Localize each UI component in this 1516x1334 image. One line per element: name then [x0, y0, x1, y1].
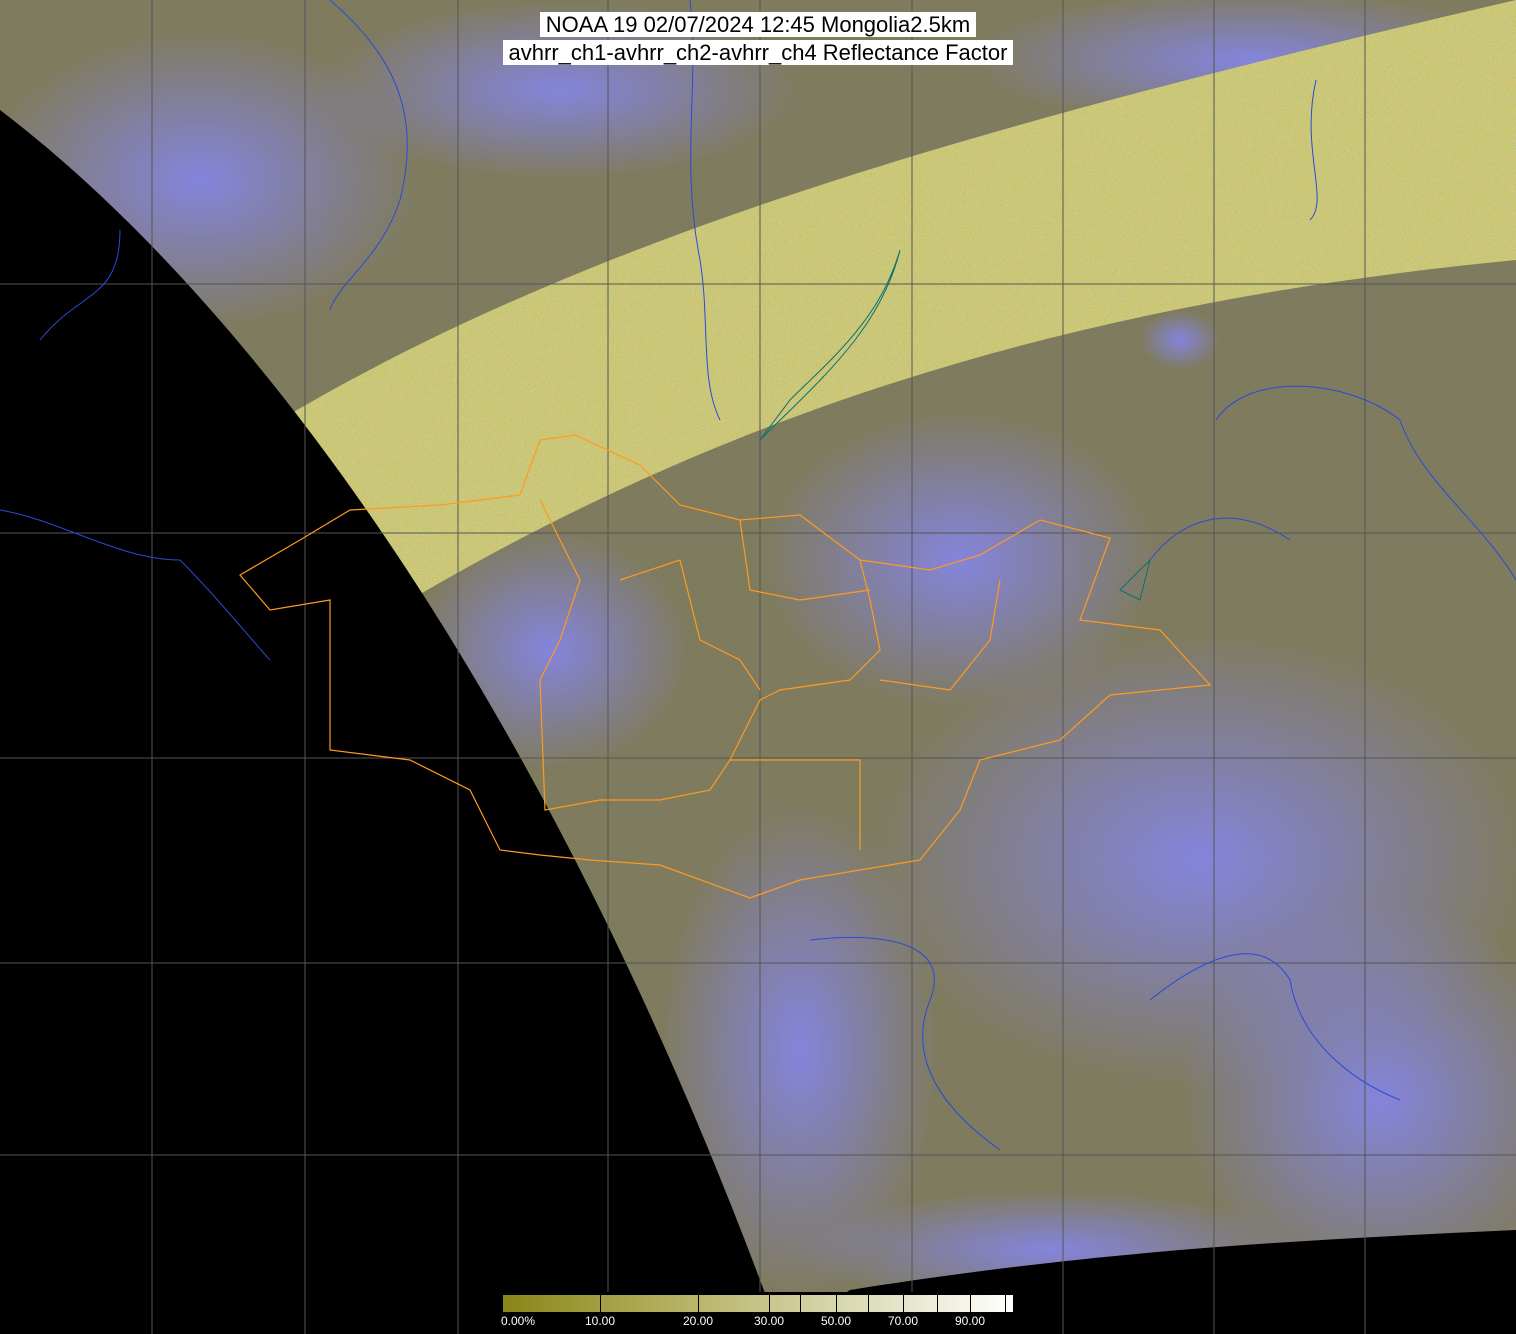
title-line-1: NOAA 19 02/07/2024 12:45 Mongolia2.5km [0, 12, 1516, 37]
lakes [759, 249, 1151, 601]
colorbar-label: 20.00 [683, 1314, 714, 1328]
colorbar-label: 70.00 [888, 1314, 919, 1328]
no-data-region-left [0, 110, 780, 1334]
title-text-2: avhrr_ch1-avhrr_ch2-avhrr_ch4 Reflectanc… [502, 40, 1014, 65]
colorbar-gradient [503, 1295, 1013, 1312]
colorbar-label: 90.00 [955, 1314, 986, 1328]
admin-borders-mongolia [239, 434, 1212, 899]
colorbar-label: 50.00 [821, 1314, 852, 1328]
title-text-1: NOAA 19 02/07/2024 12:45 Mongolia2.5km [539, 12, 977, 37]
colorbar-label: 0.00% [501, 1314, 536, 1328]
colorbar-legend: 0.00% 10.00 20.00 30.00 50.00 70.00 90.0… [500, 1292, 1018, 1334]
title-line-2: avhrr_ch1-avhrr_ch2-avhrr_ch4 Reflectanc… [0, 40, 1516, 65]
coastlines-rivers [0, 0, 1516, 1151]
colorbar-label: 30.00 [754, 1314, 785, 1328]
colorbar-label: 10.00 [585, 1314, 616, 1328]
